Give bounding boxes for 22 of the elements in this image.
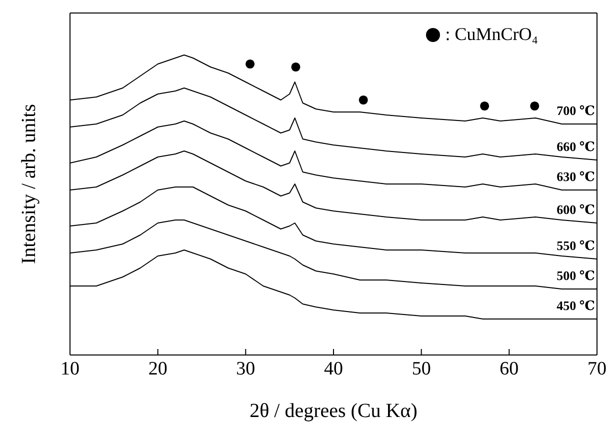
series-label: 700 ℃ (556, 103, 595, 118)
point (530, 101, 540, 111)
series-label: 600 ℃ (556, 202, 595, 217)
point (358, 95, 368, 105)
x-tick-label: 20 (148, 358, 168, 380)
series-label: 450 ℃ (556, 298, 595, 313)
x-tick-label: 10 (60, 358, 80, 380)
series-label: 630 ℃ (556, 169, 595, 184)
series-label: 500 ℃ (556, 268, 595, 283)
series-label: 550 ℃ (556, 238, 595, 253)
x-tick-label: 30 (236, 358, 256, 380)
point (291, 62, 300, 72)
x-tick-label: 50 (412, 358, 431, 380)
y-axis-title: Intensity / arb. units (18, 104, 40, 264)
point (246, 59, 255, 69)
x-tick-label: 60 (500, 358, 519, 380)
x-axis-title: 2θ / degrees (Cu Kα) (250, 400, 418, 422)
series-label: 660 ℃ (556, 139, 595, 154)
x-tick-label: 70 (588, 358, 606, 380)
point (480, 101, 490, 111)
legend-label: : CuMnCrO₄ (445, 24, 538, 45)
x-tick-label: 40 (324, 358, 343, 380)
